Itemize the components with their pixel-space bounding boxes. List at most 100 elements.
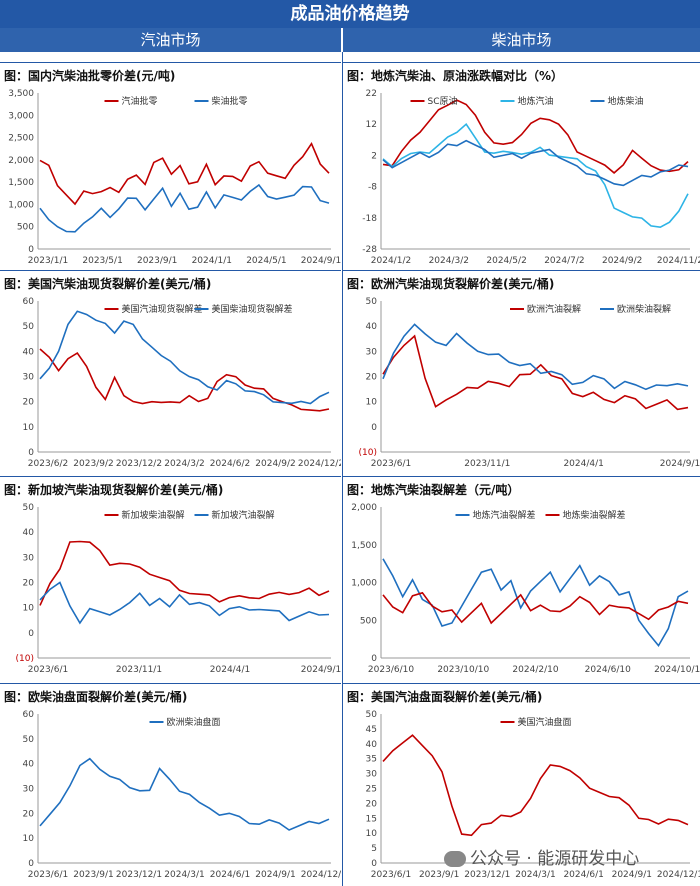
y-tick-label: 0 xyxy=(371,654,377,664)
y-tick-label: 1,500 xyxy=(8,178,34,188)
x-tick-label: 2024/6/1 xyxy=(210,870,250,880)
y-tick-label: 10 xyxy=(23,604,35,614)
legend-label: 美国柴油现货裂解差 xyxy=(212,303,293,315)
x-tick-label: 2024/3/1 xyxy=(164,870,204,880)
y-tick-label: 35 xyxy=(366,755,377,765)
y-tick-label: 20 xyxy=(23,398,35,408)
y-tick-label: 40 xyxy=(23,347,35,357)
x-tick-label: 2024/9/2 xyxy=(602,256,642,266)
x-tick-label: 2023/9/1 xyxy=(419,870,459,880)
y-tick-label: 40 xyxy=(23,760,35,770)
y-tick-label: 15 xyxy=(366,814,377,824)
series-line-2 xyxy=(382,323,689,391)
chart-title: 图：新加坡汽柴油现货裂解价差(美元/桶) xyxy=(4,483,224,497)
y-tick-label: 30 xyxy=(366,347,378,357)
y-tick-label: 20 xyxy=(23,579,35,589)
y-tick-label: 50 xyxy=(23,735,35,745)
series-line-2 xyxy=(382,591,689,625)
y-tick-label: 0 xyxy=(28,859,34,869)
x-tick-label: 2024/1/1 xyxy=(192,256,232,266)
y-tick-label: -8 xyxy=(368,183,377,193)
chart-title: 图：地炼汽柴油裂解差（元/吨） xyxy=(347,483,520,497)
y-tick-label: 40 xyxy=(23,528,35,538)
x-tick-label: 2023/9/2 xyxy=(73,459,113,469)
x-tick-label: 2023/1/1 xyxy=(28,256,68,266)
chart-title: 图：美国汽油盘面裂解价差(美元/桶) xyxy=(347,690,543,704)
wechat-icon xyxy=(444,851,466,867)
x-tick-label: 2023/6/1 xyxy=(371,459,411,469)
x-tick-label: 2023/6/1 xyxy=(28,665,68,675)
chart-svg: 0 500 1,000 1,500 2,000 2,500 3,000 3,500 2023/1… xyxy=(8,89,341,266)
x-tick-label: 2024/5/1 xyxy=(246,256,286,266)
y-tick-label: 12 xyxy=(366,120,377,130)
y-tick-label: 10 xyxy=(366,398,378,408)
y-tick-label: 1,000 xyxy=(351,579,377,589)
legend-label: 柴油批零 xyxy=(212,95,248,107)
legend-label: 地炼柴油 xyxy=(608,95,644,107)
column-header-gasoline: 汽油市场 xyxy=(0,28,341,52)
y-tick-label: 50 xyxy=(23,322,35,332)
x-tick-label: 2024/5/2 xyxy=(486,256,526,266)
chart-panel-c5: 图：新加坡汽柴油现货裂解价差(美元/桶) 50 40 30 20 10 0 (10) 2023/… xyxy=(0,476,341,681)
x-tick-label: 2024/9/1 xyxy=(301,256,341,266)
legend-label: SC原油 xyxy=(428,95,458,107)
y-tick-label: -18 xyxy=(362,214,377,224)
y-tick-label: 30 xyxy=(23,553,35,563)
x-tick-label: 2023/9/1 xyxy=(73,870,113,880)
y-tick-label: 45 xyxy=(366,725,377,735)
chart-title: 图：地炼汽柴油、原油涨跌幅对比（%） xyxy=(347,69,564,83)
legend-label: 美国汽油现货裂解差 xyxy=(122,303,203,315)
x-tick-label: 2023/9/1 xyxy=(137,256,177,266)
x-tick-label: 2024/4/1 xyxy=(210,665,250,675)
series-line-2 xyxy=(39,310,330,405)
series-line-1 xyxy=(382,734,689,837)
chart-panel-c6: 图：地炼汽柴油裂解差（元/吨） 2,000 1,500 1,000 500 0 2023/6… xyxy=(343,476,700,681)
x-tick-label: 2024/3/1 xyxy=(515,870,555,880)
x-tick-label: 2024/3/2 xyxy=(164,459,204,469)
legend-label: 美国汽油盘面 xyxy=(518,716,572,728)
y-tick-label: 30 xyxy=(23,785,35,795)
x-tick-label: 2024/12/ xyxy=(301,870,341,880)
chart-title: 图：欧柴油盘面裂解价差(美元/桶) xyxy=(4,690,188,704)
y-tick-label: 2 xyxy=(371,151,377,161)
x-tick-label: 2023/12/1 xyxy=(116,870,162,880)
series-line-2 xyxy=(382,123,689,229)
legend-label: 欧洲汽油裂解 xyxy=(527,303,581,315)
watermark: 公众号 · 能源研发中心 xyxy=(444,844,639,869)
series-line-1 xyxy=(382,558,689,648)
column-header-diesel: 柴油市场 xyxy=(343,28,700,52)
y-tick-label: 60 xyxy=(23,710,35,720)
x-tick-label: 2024/6/1 xyxy=(563,870,603,880)
y-tick-label: 500 xyxy=(360,616,377,626)
y-tick-label: 60 xyxy=(23,297,35,307)
x-tick-label: 2024/9/2 xyxy=(255,459,295,469)
x-tick-label: 2024/9/1 xyxy=(612,870,652,880)
y-tick-label: 2,000 xyxy=(8,156,34,166)
x-tick-label: 2023/6/2 xyxy=(28,459,68,469)
y-tick-label: 30 xyxy=(23,373,35,383)
x-tick-label: 2023/10/10 xyxy=(437,665,489,675)
page-title: 成品油价格趋势 xyxy=(0,0,700,28)
y-tick-label: 0 xyxy=(28,448,34,458)
chart-panel-c1: 图：国内汽柴油批零价差(元/吨) 0 500 1,000 1,500 2,000 2,500… xyxy=(0,62,341,272)
x-tick-label: 2024/9/1 xyxy=(255,870,295,880)
x-tick-label: 2024/9/1 xyxy=(301,665,341,675)
chart-panel-c3: 图：美国汽柴油现货裂解价差(美元/桶) 60 50 40 30 20 10 0 2023/6/2… xyxy=(0,270,341,475)
y-tick-label: 20 xyxy=(23,809,35,819)
y-tick-label: 0 xyxy=(28,629,34,639)
y-tick-label: 40 xyxy=(366,740,378,750)
y-tick-label: 2,000 xyxy=(351,503,377,513)
y-tick-label: 25 xyxy=(366,785,377,795)
y-tick-label: 5 xyxy=(371,844,377,854)
legend-label: 汽油批零 xyxy=(122,95,158,107)
y-tick-label: 0 xyxy=(371,859,377,869)
y-tick-label: 10 xyxy=(23,423,35,433)
chart-svg: 50 40 30 20 10 0 (10)2023/6/1 2023/11/1 2024/4/1… xyxy=(359,297,700,469)
x-tick-label: 2024/11/2 xyxy=(657,256,700,266)
legend-label: 地炼汽油裂解差 xyxy=(473,509,536,521)
chart-panel-c2: 图：地炼汽柴油、原油涨跌幅对比（%） 22 12 2 -8 -18 -28 2024/1/2 2… xyxy=(343,62,700,272)
x-tick-label: 2023/6/10 xyxy=(368,665,414,675)
legend-label: 欧洲柴油盘面 xyxy=(167,716,221,728)
x-tick-label: 2023/6/1 xyxy=(28,870,68,880)
